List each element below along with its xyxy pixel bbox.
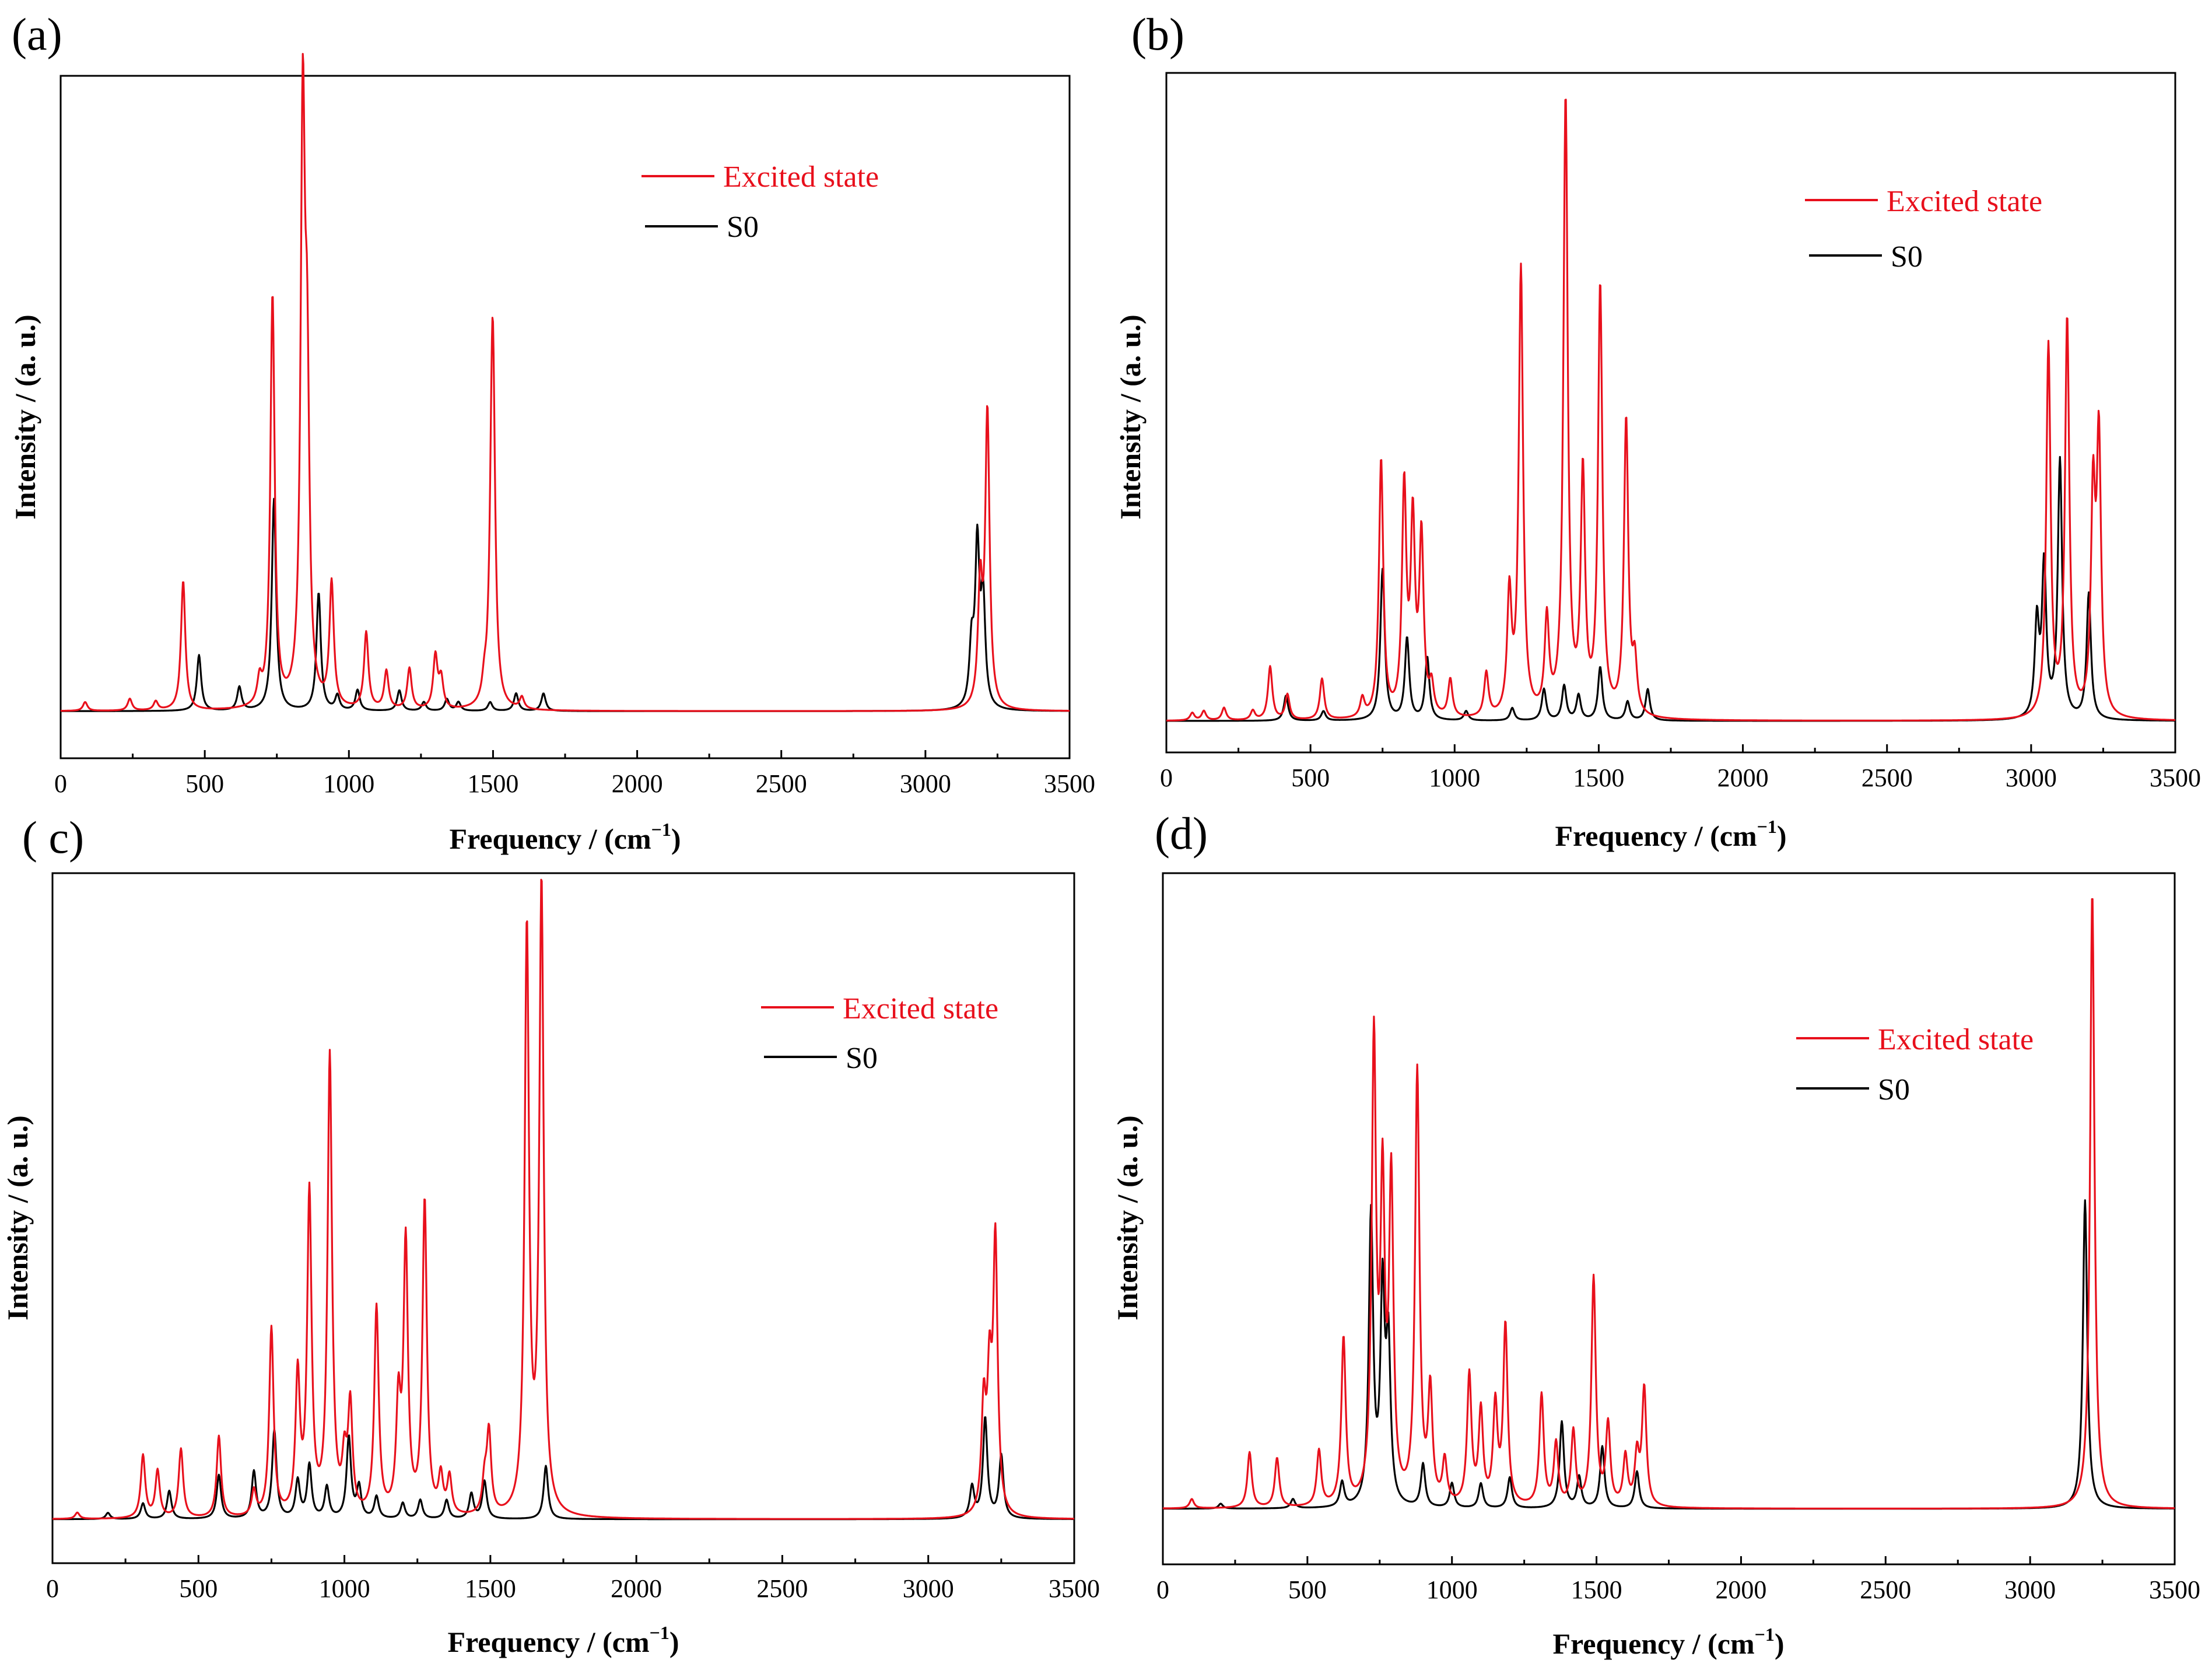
x-tick-label: 2500 bbox=[756, 1574, 808, 1603]
x-tick-label: 3000 bbox=[903, 1574, 954, 1603]
x-tick-label: 3000 bbox=[2004, 1575, 2056, 1604]
plot-frame bbox=[59, 75, 1071, 759]
panel-a: (a) 0 500 1000 1500 2000 2500 3000 3500 Frequen… bbox=[9, 9, 1095, 855]
x-tick-label: 2500 bbox=[1862, 764, 1913, 792]
x-tick-label: 3000 bbox=[900, 769, 951, 798]
x-tick-label: 2000 bbox=[612, 769, 663, 798]
panel-b: (b) 0 500 1000 1500 2000 2500 3000 3500 Frequen… bbox=[1114, 9, 2201, 852]
series-lines bbox=[1166, 99, 2176, 722]
x-tick-label: 1000 bbox=[323, 769, 374, 798]
legend: Excited state S0 bbox=[761, 992, 998, 1075]
x-tick-label: 2000 bbox=[1715, 1575, 1766, 1604]
x-tick-label: 3500 bbox=[1044, 769, 1095, 798]
y-axis-title: Intensity / (a. u.) bbox=[1111, 1115, 1144, 1320]
plot-frame bbox=[1162, 872, 2176, 1566]
x-tick-label: 1500 bbox=[1571, 1575, 1622, 1604]
x-tick-label: 500 bbox=[179, 1574, 218, 1603]
y-axis-title: Intensity / (a. u.) bbox=[9, 314, 41, 519]
series-line-s0 bbox=[52, 1416, 1075, 1521]
panel-label: ( c) bbox=[22, 812, 84, 863]
legend-label-s0: S0 bbox=[846, 1042, 878, 1075]
x-axis: 0 500 1000 1500 2000 2500 3000 3500 bbox=[1156, 1556, 2200, 1604]
series-line-excited-state bbox=[1166, 99, 2176, 722]
panel-d: (d) 0 500 1000 1500 2000 2500 3000 3500 Frequen… bbox=[1111, 808, 2200, 1660]
series-line-excited-state bbox=[60, 52, 1070, 712]
x-tick-label: 2000 bbox=[1717, 764, 1769, 792]
x-axis: 0 500 1000 1500 2000 2500 3000 3500 bbox=[46, 1555, 1100, 1603]
series-line-excited-state bbox=[1162, 898, 2175, 1510]
x-tick-label: 500 bbox=[1291, 764, 1330, 792]
x-tick-label: 1000 bbox=[1426, 1575, 1478, 1604]
legend-label-excited: Excited state bbox=[1878, 1023, 2034, 1056]
legend-label-s0: S0 bbox=[727, 211, 759, 244]
plot-frame bbox=[51, 872, 1075, 1564]
x-axis-title: Frequency / (cm−1) bbox=[447, 1622, 679, 1658]
x-tick-label: 2000 bbox=[611, 1574, 662, 1603]
panel-label: (b) bbox=[1131, 9, 1184, 59]
legend-label-excited: Excited state bbox=[1887, 185, 2042, 218]
x-axis-title: Frequency / (cm−1) bbox=[1552, 1624, 1784, 1660]
x-tick-label: 500 bbox=[185, 769, 224, 798]
x-tick-label: 0 bbox=[46, 1574, 59, 1603]
x-tick-label: 1500 bbox=[467, 769, 518, 798]
x-tick-label: 3500 bbox=[1049, 1574, 1100, 1603]
series-line-s0 bbox=[60, 498, 1070, 712]
x-axis-title: Frequency / (cm−1) bbox=[1555, 816, 1786, 852]
x-tick-label: 3500 bbox=[2149, 1575, 2200, 1604]
x-tick-label: 0 bbox=[1160, 764, 1173, 792]
series-line-s0 bbox=[1162, 1199, 2175, 1510]
x-tick-label: 0 bbox=[54, 769, 67, 798]
series-line-excited-state bbox=[52, 878, 1075, 1520]
x-axis: 0 500 1000 1500 2000 2500 3000 3500 bbox=[1160, 744, 2201, 792]
x-tick-label: 1000 bbox=[319, 1574, 370, 1603]
panel-label: (a) bbox=[12, 9, 62, 59]
series-lines bbox=[60, 52, 1070, 712]
x-tick-label: 1500 bbox=[465, 1574, 516, 1603]
y-axis-title: Intensity / (a. u.) bbox=[1114, 314, 1147, 519]
x-tick-label: 3500 bbox=[2150, 764, 2201, 792]
series-line-s0 bbox=[1166, 456, 2176, 722]
x-tick-label: 1500 bbox=[1573, 764, 1624, 792]
x-tick-label: 2500 bbox=[1860, 1575, 1911, 1604]
x-tick-label: 500 bbox=[1288, 1575, 1327, 1604]
x-axis-title: Frequency / (cm−1) bbox=[449, 819, 681, 855]
legend: Excited state S0 bbox=[1796, 1023, 2034, 1106]
x-tick-label: 0 bbox=[1156, 1575, 1169, 1604]
series-lines bbox=[52, 878, 1075, 1521]
plot-frame bbox=[1165, 72, 2176, 754]
x-axis: 0 500 1000 1500 2000 2500 3000 3500 bbox=[54, 750, 1095, 798]
y-axis-title: Intensity / (a. u.) bbox=[1, 1115, 34, 1320]
legend-label-excited: Excited state bbox=[843, 992, 998, 1025]
x-tick-label: 3000 bbox=[2006, 764, 2057, 792]
legend: Excited state S0 bbox=[1805, 185, 2042, 274]
series-lines bbox=[1162, 898, 2175, 1510]
x-tick-label: 1000 bbox=[1429, 764, 1480, 792]
panel-label: (d) bbox=[1155, 808, 1208, 859]
panel-c: ( c) 0 500 1000 1500 2000 2500 3000 3500 Freque… bbox=[1, 812, 1100, 1658]
x-tick-label: 2500 bbox=[756, 769, 807, 798]
legend-label-s0: S0 bbox=[1891, 240, 1923, 274]
legend-label-excited: Excited state bbox=[723, 160, 879, 194]
legend-label-s0: S0 bbox=[1878, 1073, 1910, 1106]
legend: Excited state S0 bbox=[641, 160, 879, 244]
